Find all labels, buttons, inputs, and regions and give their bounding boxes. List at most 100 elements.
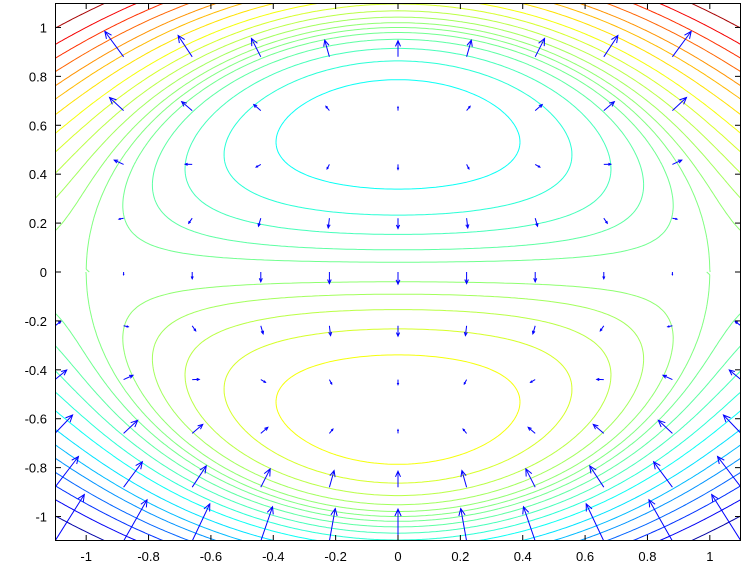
quiver-arrow (122, 272, 125, 276)
quiver-arrow (711, 493, 741, 541)
x-tick-label: -0.4 (262, 549, 284, 564)
y-tick-label: 0.8 (29, 69, 47, 84)
quiver-arrow (722, 414, 741, 434)
quiver-arrow (260, 505, 274, 541)
quiver-arrow (123, 374, 135, 381)
quiver-arrow (661, 374, 673, 381)
contour-level-3 (55, 471, 741, 541)
quiver-arrow (458, 507, 468, 541)
quiver-arrow (595, 377, 604, 382)
quiver-arrow (191, 3, 193, 4)
quiver-arrow (603, 217, 609, 225)
quiver-arrow (603, 100, 616, 111)
quiver-arrow (190, 272, 194, 281)
quiver-arrow (464, 272, 469, 285)
quiver-arrow (672, 96, 688, 111)
quiver-arrow (260, 3, 261, 4)
quiver-arrow (326, 164, 330, 170)
quiver-arrow (466, 39, 473, 57)
x-tick-label: 0.8 (638, 549, 656, 564)
quiver-arrow (466, 105, 471, 111)
contour-level-9 (55, 47, 741, 534)
y-tick-label: -0.4 (25, 363, 47, 378)
quiver-arrow (113, 159, 124, 165)
quiver-arrow (26, 0, 55, 3)
quiver-arrow (123, 325, 130, 328)
quiver-arrow (535, 3, 536, 4)
quiver-arrow (104, 30, 125, 58)
quiver-arrow (395, 218, 401, 230)
quiver-arrow (260, 467, 271, 488)
contour-lines (55, 3, 741, 541)
quiver-arrow (55, 369, 68, 380)
quiver-arrow (191, 464, 207, 488)
quiver-arrow (522, 505, 536, 541)
y-tick-label: 0.4 (29, 167, 47, 182)
contour-level-18 (55, 3, 741, 116)
quiver-arrow (671, 30, 692, 58)
quiver-arrow (252, 103, 262, 111)
quiver-arrow (395, 272, 401, 286)
quiver-arrow (396, 379, 400, 386)
quiver-arrow (395, 0, 401, 3)
quiver-arrow (527, 426, 536, 434)
quiver-arrow (328, 507, 338, 541)
contour-level-16 (55, 3, 741, 484)
quiver-arrow (599, 325, 605, 332)
quiver-arrow (108, 96, 124, 111)
quiver-arrow (187, 217, 193, 225)
x-tick-label: -1 (80, 549, 92, 564)
quiver-arrow (534, 103, 544, 111)
quiver-arrow (672, 3, 673, 4)
quiver-arrow (396, 164, 400, 171)
contour-level-0 (55, 515, 741, 541)
contour-level-6 (55, 428, 741, 541)
quiver-arrow (657, 419, 673, 434)
contour-level-1 (55, 498, 741, 541)
quiver-arrow (671, 272, 674, 276)
quiver-arrow (534, 37, 546, 58)
contour-level-21 (55, 3, 741, 73)
quiver-arrow (250, 37, 262, 58)
axis-ticks: -1 -0.8 -0.6 -0.4 -0.2 0 0.2 0.4 0.6 0.8 1 -1 -0.8 -0… (25, 3, 741, 564)
quiver-arrow (396, 105, 400, 111)
quiver-arrow (396, 428, 400, 434)
x-tick-label: 0.4 (514, 549, 532, 564)
quiver-arrow (326, 218, 331, 230)
quiver-arrow (260, 379, 267, 383)
quiver-arrow (55, 217, 56, 219)
contour-level-7 (55, 79, 741, 541)
quiver-arrow (395, 39, 401, 57)
contour-level-17 (55, 3, 741, 465)
quiver-arrow (257, 218, 262, 228)
y-tick-label: -1 (35, 510, 47, 525)
quiver-arrow (463, 325, 468, 337)
quiver-arrow (672, 217, 679, 221)
quiver-arrow (525, 467, 536, 488)
quiver-arrow (117, 217, 124, 221)
quiver-arrow (55, 414, 74, 434)
quiver-arrow (255, 163, 262, 168)
quiver-arrow (325, 105, 330, 111)
quiver-arrow (191, 502, 211, 541)
quiver-arrow (466, 3, 468, 4)
quiver-arrow (55, 109, 56, 111)
quiver-arrow (55, 163, 56, 165)
quiver-arrow (603, 34, 619, 58)
quiver-arrow (585, 502, 605, 541)
quiver-arrow (328, 3, 330, 4)
quiver-arrow (533, 272, 538, 283)
quiver-arrow (589, 464, 605, 488)
contour-level-11 (55, 32, 741, 522)
quiver-arrow (183, 162, 193, 166)
contour-level-22 (55, 3, 741, 59)
x-tick-label: 0.6 (576, 549, 594, 564)
contour-level-19 (55, 3, 741, 100)
quiver-arrow (534, 218, 539, 228)
quiver-arrow (328, 469, 336, 488)
quiver-arrows (26, 0, 741, 541)
contour-level-2 (55, 485, 741, 541)
x-tick-label: -0.6 (200, 549, 222, 564)
contour-level-15 (55, 10, 741, 497)
